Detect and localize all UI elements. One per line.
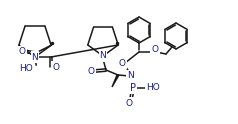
Text: O: O — [152, 46, 159, 55]
Text: O: O — [88, 66, 94, 76]
Text: O: O — [119, 59, 125, 67]
Text: N: N — [127, 72, 133, 80]
Text: O: O — [53, 62, 60, 72]
Polygon shape — [112, 75, 119, 87]
Text: P: P — [130, 83, 136, 93]
Text: N: N — [100, 51, 106, 61]
Text: HO: HO — [20, 64, 33, 73]
Text: O: O — [19, 47, 26, 56]
Text: HO: HO — [146, 83, 160, 93]
Text: O: O — [125, 98, 133, 108]
Text: N: N — [32, 52, 38, 62]
